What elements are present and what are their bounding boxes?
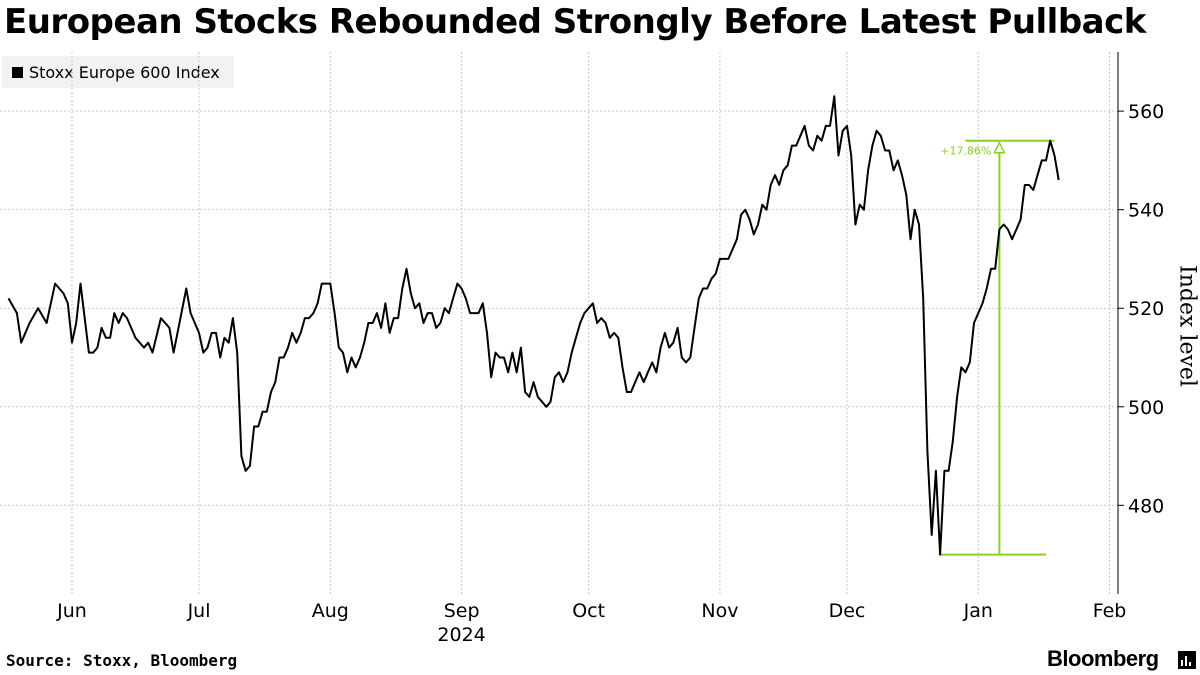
x-tick-label: Oct xyxy=(572,600,605,622)
axes: 480 500 520 540 560 Jun Jul Aug Sep Oct Nov Dec Jan F… xyxy=(56,52,1164,646)
x-tick-label: Aug xyxy=(312,600,349,622)
brand-logo: Bloomberg xyxy=(1047,646,1159,671)
series-line-0 xyxy=(7,95,1060,556)
legend-swatch xyxy=(12,66,23,78)
x-tick-label: Sep xyxy=(444,600,480,622)
x-tick-label: Feb xyxy=(1093,600,1127,622)
y-tick-label: 520 xyxy=(1128,298,1164,320)
x-tick-label: Jul xyxy=(187,600,211,622)
year-label: 2024 xyxy=(437,624,485,646)
gain-annotation-label: +17.86% xyxy=(940,145,991,158)
chart-title: European Stocks Rebounded Strongly Befor… xyxy=(4,2,1146,42)
y-axis-label: Index level xyxy=(1174,265,1200,387)
legend-label: Stoxx Europe 600 Index xyxy=(29,62,220,82)
x-tick-label: Jan xyxy=(963,600,993,622)
y-tick-label: 560 xyxy=(1128,101,1164,123)
y-tick-label: 500 xyxy=(1128,397,1164,419)
x-tick-label: Jun xyxy=(56,600,87,622)
bloomberg-chart-icon xyxy=(1178,651,1196,669)
series-layer xyxy=(7,95,1060,556)
gain-arrow-head xyxy=(993,141,1006,154)
y-tick-label: 540 xyxy=(1128,200,1164,222)
gain-annotation: +17.86% xyxy=(940,139,1055,556)
y-tick-label: 480 xyxy=(1128,495,1164,517)
x-tick-label: Dec xyxy=(829,600,866,622)
source-note: Source: Stoxx, Bloomberg xyxy=(6,651,238,670)
legend: Stoxx Europe 600 Index xyxy=(2,56,234,88)
x-tick-label: Nov xyxy=(701,600,738,622)
